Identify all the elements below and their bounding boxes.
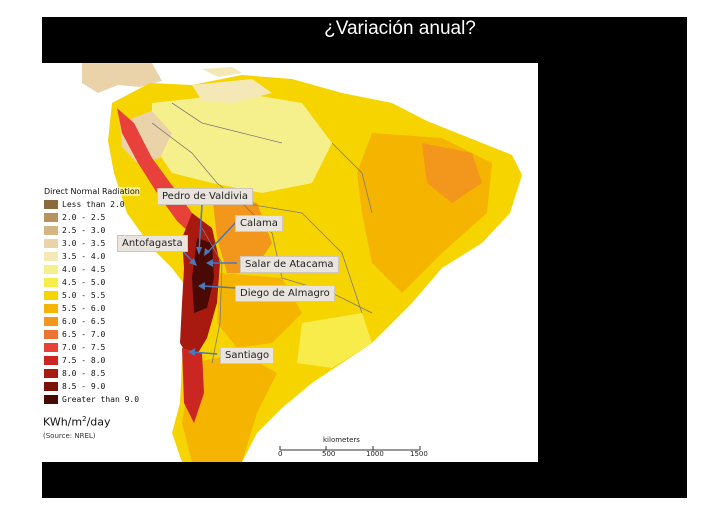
callout-calama: Calama xyxy=(235,215,283,232)
legend-swatch xyxy=(44,226,58,235)
amazon-region xyxy=(152,93,332,193)
legend-swatch xyxy=(44,382,58,391)
brazil-northeast xyxy=(422,143,482,203)
legend-label: 7.5 - 8.0 xyxy=(62,356,106,365)
legend-swatch xyxy=(44,200,58,209)
atacama-core xyxy=(192,238,214,313)
legend-title: Direct Normal Radiation xyxy=(44,187,140,196)
arrow-diego-de-almagro xyxy=(201,285,238,289)
legend-swatch xyxy=(44,395,58,404)
legend-item: 4.5 - 5.0 xyxy=(44,277,164,288)
legend-label: 7.0 - 7.5 xyxy=(62,343,106,352)
legend-swatch xyxy=(44,356,58,365)
legend-item: 2.5 - 3.0 xyxy=(44,225,164,236)
caribbean-islands xyxy=(202,67,242,77)
legend-item: 2.0 - 2.5 xyxy=(44,212,164,223)
scale-bar: kilometers 0 500 1000 1500 xyxy=(278,436,428,460)
legend-label: 5.0 - 5.5 xyxy=(62,291,106,300)
callout-pedro-de-valdivia: Pedro de Valdivia xyxy=(157,188,253,205)
scale-tick-label: 500 xyxy=(322,450,336,458)
legend-swatch xyxy=(44,252,58,261)
legend-item: 3.5 - 4.0 xyxy=(44,251,164,262)
legend-label: 6.0 - 6.5 xyxy=(62,317,106,326)
legend-item: 7.0 - 7.5 xyxy=(44,342,164,353)
argentina-south xyxy=(182,353,277,462)
legend-unit: KWh/m2/day xyxy=(43,415,111,429)
legend-item: 8.0 - 8.5 xyxy=(44,368,164,379)
arrow-heads xyxy=(188,247,213,356)
arrow-pedro-de-valdivia xyxy=(198,204,203,252)
legend-swatch xyxy=(44,343,58,352)
unit-base: KWh/m xyxy=(43,415,83,429)
legend-label: 3.5 - 4.0 xyxy=(62,252,106,261)
legend-item: Less than 2.0 xyxy=(44,199,164,210)
scale-graphic xyxy=(279,446,421,451)
legend-label: 2.0 - 2.5 xyxy=(62,213,106,222)
callout-antofagasta: Antofagasta xyxy=(117,235,188,252)
legend-label: 8.5 - 9.0 xyxy=(62,382,106,391)
legend-label: 4.5 - 5.0 xyxy=(62,278,106,287)
legend-swatch xyxy=(44,213,58,222)
scale-tick-label: 0 xyxy=(278,450,283,458)
legend-label: Less than 2.0 xyxy=(62,200,125,209)
legend-label: 4.0 - 4.5 xyxy=(62,265,106,274)
legend-item: Greater than 9.0 xyxy=(44,394,164,405)
arrow-santiago xyxy=(191,351,218,355)
legend-swatch xyxy=(44,278,58,287)
legend-swatch xyxy=(44,239,58,248)
legend-swatch xyxy=(44,369,58,378)
legend-item: 6.0 - 6.5 xyxy=(44,316,164,327)
legend-item: 4.0 - 4.5 xyxy=(44,264,164,275)
legend-label: 6.5 - 7.0 xyxy=(62,330,106,339)
unit-exponent: 2 xyxy=(82,415,87,423)
legend-label: Greater than 9.0 xyxy=(62,395,140,404)
legend-swatch xyxy=(44,291,58,300)
legend-item: 5.5 - 6.0 xyxy=(44,303,164,314)
legend-item: 3.0 - 3.5 xyxy=(44,238,164,249)
scale-tick-label: 1500 xyxy=(410,450,428,458)
callout-santiago: Santiago xyxy=(220,347,275,364)
slide-title: ¿Variación anual? xyxy=(324,18,476,39)
north-coast-region xyxy=(192,79,272,103)
callout-salar-de-atacama: Salar de Atacama xyxy=(240,256,339,273)
scale-tick-label: 1000 xyxy=(366,450,384,458)
legend-swatch xyxy=(44,304,58,313)
legend-item: 5.0 - 5.5 xyxy=(44,290,164,301)
legend-item: 6.5 - 7.0 xyxy=(44,329,164,340)
data-source: (Source: NREL) xyxy=(43,432,96,440)
legend-swatch xyxy=(44,330,58,339)
legend-label: 3.0 - 3.5 xyxy=(62,239,106,248)
chile-central xyxy=(182,348,204,423)
legend-label: 5.5 - 6.0 xyxy=(62,304,106,313)
legend-item: 8.5 - 9.0 xyxy=(44,381,164,392)
bolivia-altiplano xyxy=(212,193,272,273)
scale-title: kilometers xyxy=(323,436,360,444)
arrow-calama xyxy=(206,220,238,254)
legend-swatch xyxy=(44,265,58,274)
callout-diego-de-almagro: Diego de Almagro xyxy=(235,285,335,302)
unit-tail: /day xyxy=(86,415,111,429)
legend-item: 7.5 - 8.0 xyxy=(44,355,164,366)
legend-label: 8.0 - 8.5 xyxy=(62,369,106,378)
legend-swatch xyxy=(44,317,58,326)
central-america-landmass xyxy=(82,63,162,93)
uruguay-pampas xyxy=(297,313,372,368)
legend-label: 2.5 - 3.0 xyxy=(62,226,106,235)
